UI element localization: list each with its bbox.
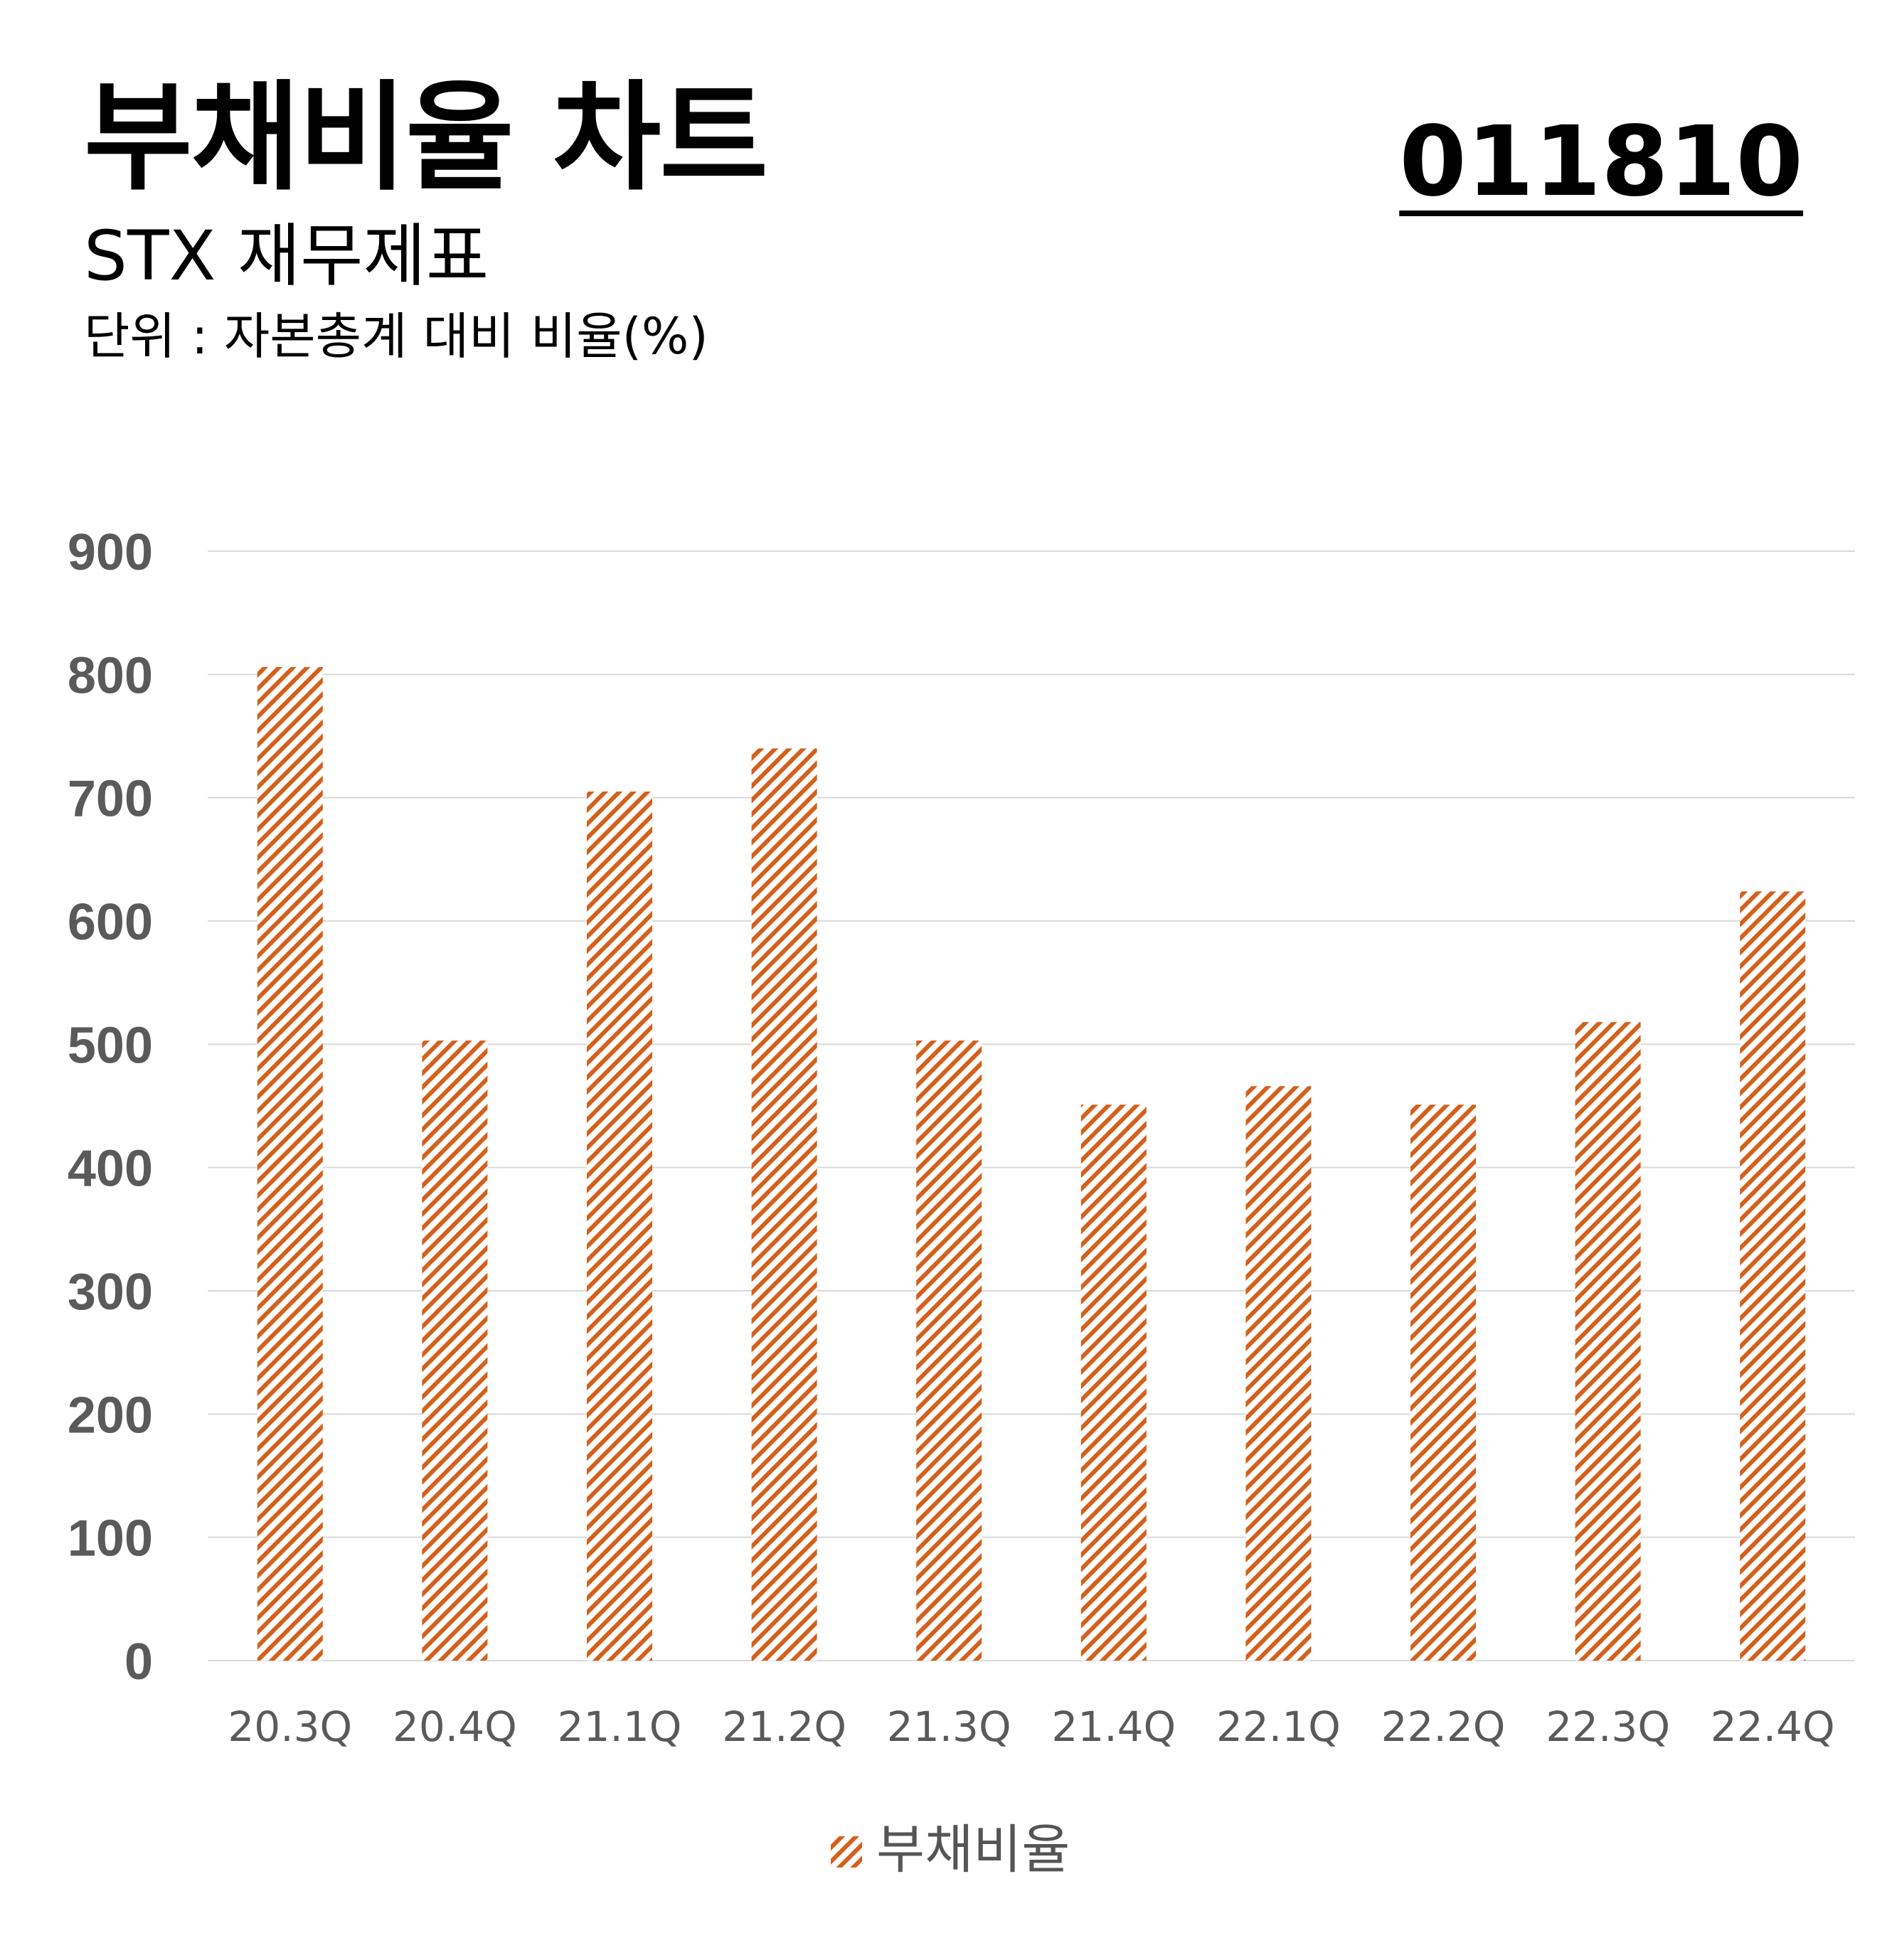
bars — [257, 666, 1806, 1661]
bar — [422, 1040, 488, 1661]
x-tick-label: 22.1Q — [1216, 1703, 1341, 1751]
x-tick-label: 22.2Q — [1381, 1703, 1506, 1751]
bar — [1740, 891, 1806, 1661]
y-tick-label: 800 — [68, 647, 153, 704]
x-tick-label: 21.4Q — [1051, 1703, 1176, 1751]
x-axis-ticks: 20.3Q 20.4Q 21.1Q 21.2Q 21.3Q 21.4Q 22.1Q 22.2Q… — [228, 1703, 1834, 1751]
legend-swatch — [831, 1836, 862, 1868]
bar — [1575, 1022, 1641, 1661]
y-tick-label: 100 — [68, 1511, 153, 1567]
y-tick-label: 0 — [124, 1634, 153, 1690]
x-tick-label: 21.1Q — [558, 1703, 682, 1751]
unit-label: 단위 : 자본총계 대비 비율(%) — [84, 307, 708, 366]
x-tick-label: 21.3Q — [887, 1703, 1011, 1751]
x-tick-label: 20.3Q — [228, 1703, 352, 1751]
bar — [1245, 1086, 1312, 1661]
x-tick-label: 21.2Q — [722, 1703, 846, 1751]
y-axis-ticks: 0 100 200 300 400 500 600 700 800 900 — [68, 524, 153, 1690]
bar — [751, 748, 817, 1661]
y-tick-label: 700 — [68, 771, 153, 828]
legend-label: 부채비율 — [876, 1819, 1070, 1880]
legend: 부채비율 — [831, 1819, 1070, 1880]
y-tick-label: 900 — [68, 524, 153, 581]
bar — [1410, 1104, 1476, 1661]
bar — [1080, 1104, 1147, 1661]
page-title: 부채비율 차트 — [84, 70, 768, 207]
bar — [587, 792, 652, 1661]
bar — [257, 666, 323, 1661]
x-tick-label: 22.3Q — [1546, 1703, 1670, 1751]
y-tick-label: 300 — [68, 1264, 153, 1321]
x-tick-label: 22.4Q — [1711, 1703, 1835, 1751]
page-subtitle: STX 재무제표 — [84, 216, 489, 296]
x-tick-label: 20.4Q — [393, 1703, 517, 1751]
y-tick-label: 500 — [68, 1017, 153, 1074]
y-tick-label: 400 — [68, 1141, 153, 1198]
y-tick-label: 200 — [68, 1387, 153, 1444]
y-tick-label: 600 — [68, 894, 153, 951]
bar — [916, 1040, 982, 1661]
stock-code: 011810 — [1399, 106, 1803, 218]
